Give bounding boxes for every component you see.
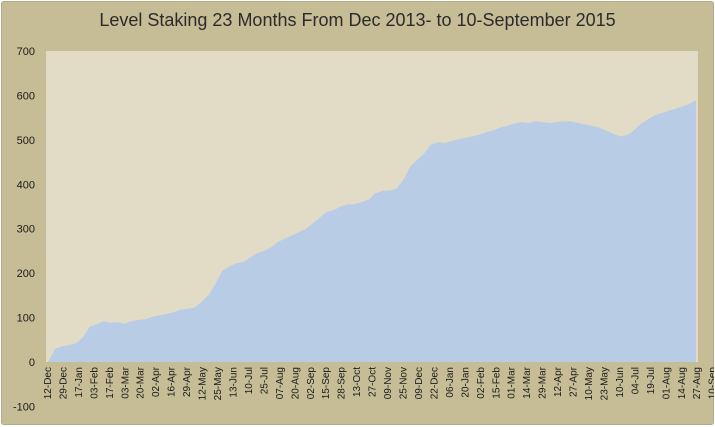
x-tick-label: 12-Dec [43, 367, 54, 399]
y-tick-label: 500 [17, 135, 35, 147]
x-tick-label: 27-Aug [692, 367, 703, 399]
x-tick-label: 14-Aug [677, 367, 688, 399]
y-axis: -100 0 100 200 300 400 500 600 700 [13, 46, 35, 413]
y-tick-label: 400 [17, 179, 35, 191]
y-tick-label: 0 [29, 357, 35, 369]
y-tick-label: 100 [17, 313, 35, 325]
x-tick-label: 28-Sep [337, 367, 348, 400]
x-tick-label: 25-May [213, 367, 224, 400]
y-tick-label: 600 [17, 90, 35, 102]
x-tick-label: 19-Jul [646, 367, 657, 394]
x-tick-label: 10-Jun [615, 367, 626, 398]
y-tick-label: -100 [13, 401, 35, 413]
x-tick-label: 13-Oct [352, 367, 363, 397]
x-tick-label: 04-Jul [630, 367, 641, 394]
x-tick-label: 10-May [584, 367, 595, 400]
x-tick-label: 03-Mar [120, 366, 131, 398]
x-tick-label: 10-Jul [244, 367, 255, 394]
x-tick-label: 29-Mar [538, 366, 549, 398]
x-tick-label: 20-Mar [136, 366, 147, 398]
x-tick-label: 29-Dec [59, 367, 70, 399]
x-axis: 12-Dec 29-Dec 17-Jan 03-Feb 17-Feb 03-Mar 20-M… [43, 366, 714, 400]
x-tick-label: 17-Feb [105, 367, 116, 399]
area-series [48, 99, 696, 363]
x-tick-label: 14-Mar [522, 366, 533, 398]
x-tick-label: 13-Jun [229, 367, 240, 398]
x-tick-label: 23-May [600, 367, 611, 400]
x-tick-label: 22-Dec [429, 367, 440, 399]
area-layer [48, 99, 696, 363]
x-tick-label: 20-Aug [290, 367, 301, 399]
x-tick-label: 29-Apr [182, 366, 193, 397]
x-tick-label: 09-Nov [383, 367, 394, 399]
x-tick-label: 15-Feb [491, 367, 502, 399]
y-tick-label: 700 [17, 46, 35, 58]
x-tick-label: 03-Feb [89, 367, 100, 399]
x-tick-label: 09-Dec [414, 367, 425, 399]
x-tick-label: 02-Apr [151, 366, 162, 397]
x-tick-label: 12-May [198, 367, 209, 400]
y-tick-label: 300 [17, 224, 35, 236]
x-tick-label: 27-Oct [368, 367, 379, 397]
x-tick-label: 07-Aug [275, 367, 286, 399]
x-tick-label: 01-Aug [661, 367, 672, 399]
x-tick-label: 01-Mar [507, 366, 518, 398]
x-tick-label: 15-Sep [321, 367, 332, 400]
x-tick-label: 25-Jul [259, 367, 270, 394]
x-tick-label: 16-Apr [167, 366, 178, 397]
x-tick-label: 20-Jan [460, 367, 471, 398]
chart-title: Level Staking 23 Months From Dec 2013- t… [99, 10, 616, 30]
x-tick-label: 27-Apr [569, 366, 580, 397]
x-tick-label: 02-Sep [306, 367, 317, 400]
x-tick-label: 10-Sep [708, 367, 714, 400]
x-tick-label: 25-Nov [399, 367, 410, 399]
x-tick-label: 12-Apr [553, 366, 564, 397]
x-tick-label: 06-Jan [445, 367, 456, 398]
x-tick-label: 17-Jan [74, 367, 85, 398]
x-tick-label: 02-Feb [476, 367, 487, 399]
y-tick-label: 200 [17, 268, 35, 280]
